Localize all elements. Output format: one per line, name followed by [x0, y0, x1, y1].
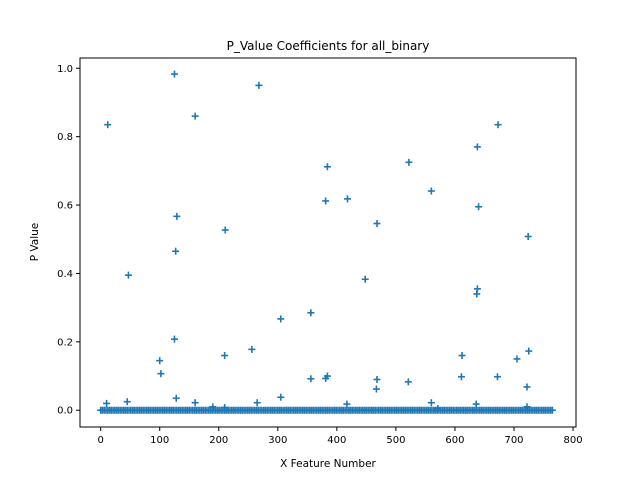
data-point — [523, 403, 531, 411]
data-point — [322, 197, 330, 205]
data-point — [209, 403, 217, 411]
y-tick-label: 0.4 — [57, 269, 73, 280]
data-point — [323, 372, 331, 380]
x-tick-label: 600 — [445, 435, 464, 446]
data-point — [156, 357, 164, 365]
data-point — [523, 383, 531, 391]
data-point — [307, 375, 315, 383]
plot-area-frame — [79, 57, 577, 428]
data-point — [170, 335, 178, 343]
data-point — [361, 275, 369, 283]
chart-title: P_Value Coefficients for all_binary — [227, 39, 430, 53]
x-tick-label: 300 — [268, 435, 287, 446]
data-point — [170, 70, 178, 78]
x-tick-label: 800 — [564, 435, 583, 446]
x-tick-label: 200 — [209, 435, 228, 446]
data-point — [277, 315, 285, 323]
data-point — [524, 233, 532, 241]
data-point — [277, 393, 285, 401]
data-point — [248, 345, 256, 353]
data-point — [373, 375, 381, 383]
data-point — [373, 220, 381, 228]
data-point — [172, 394, 180, 402]
data-point — [473, 285, 481, 293]
data-point — [221, 404, 229, 412]
y-tick-label: 1.0 — [57, 64, 73, 75]
y-tick-label: 0.6 — [57, 201, 73, 212]
x-tick-label: 0 — [97, 435, 103, 446]
data-point — [404, 378, 412, 386]
data-point — [472, 400, 480, 408]
y-tick-label: 0.0 — [57, 406, 73, 417]
data-point — [427, 187, 435, 195]
x-axis-ticks: 0 100 200 300 400 500 600 700 800 — [97, 427, 583, 446]
data-point — [458, 352, 466, 360]
y-axis-label: P Value — [29, 223, 41, 262]
data-point — [343, 195, 351, 203]
data-point — [372, 385, 380, 393]
y-tick-label: 0.8 — [57, 132, 73, 143]
x-tick-label: 400 — [327, 435, 346, 446]
data-point — [191, 112, 199, 120]
y-tick-label: 0.2 — [57, 337, 73, 348]
data-point — [343, 400, 351, 408]
data-point — [157, 370, 165, 378]
data-point — [221, 352, 229, 360]
data-point — [124, 271, 132, 279]
data-point — [475, 203, 483, 211]
data-point — [191, 399, 199, 407]
data-point — [473, 143, 481, 151]
data-point — [323, 163, 331, 171]
data-point — [221, 226, 229, 234]
data-point — [307, 309, 315, 317]
data-point — [493, 373, 501, 381]
data-point — [525, 347, 533, 355]
x-axis-label: X Feature Number — [280, 458, 376, 470]
data-point — [253, 399, 261, 407]
data-point — [255, 81, 263, 89]
plot-points — [97, 70, 556, 414]
x-tick-label: 700 — [504, 435, 523, 446]
data-point — [172, 247, 180, 255]
data-point — [494, 121, 502, 129]
data-point — [513, 355, 521, 363]
data-point — [434, 405, 442, 413]
data-point — [427, 399, 435, 407]
data-point — [173, 212, 181, 220]
data-point — [123, 398, 131, 406]
data-point — [103, 399, 111, 407]
x-tick-label: 100 — [150, 435, 169, 446]
data-point — [405, 158, 413, 166]
x-tick-label: 500 — [386, 435, 405, 446]
data-point — [104, 121, 112, 129]
data-point — [457, 373, 465, 381]
y-axis-ticks: 0.0 0.2 0.4 0.6 0.8 1.0 — [57, 64, 80, 417]
data-point — [548, 406, 556, 414]
